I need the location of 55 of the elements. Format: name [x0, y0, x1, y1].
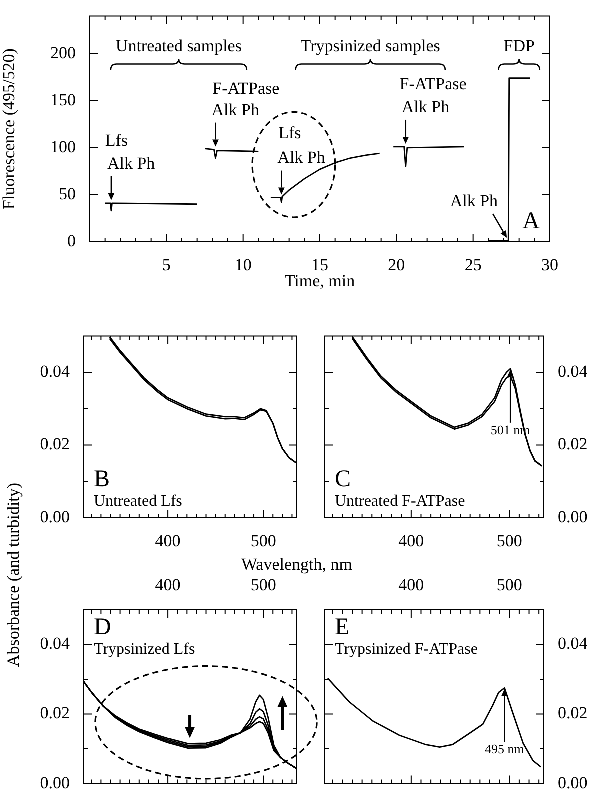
y-tick-label: 0.00 [40, 773, 70, 792]
x-axis-title: Wavelength, nm [242, 555, 352, 574]
y-tick-label: 0.02 [558, 704, 588, 723]
annotation: B [94, 466, 110, 492]
y-tick-label: 0.02 [40, 434, 70, 454]
annotation: Alk Ph [402, 97, 450, 116]
x-tick-label: 20 [388, 256, 406, 275]
y-tick-label: 100 [50, 137, 76, 156]
y-tick-label: 200 [50, 43, 76, 62]
y-axis-title: Absorbance (and turbidity) [4, 482, 24, 668]
x-tick-label: 500 [250, 532, 276, 551]
x-tick-label: 400 [155, 532, 181, 551]
y-axis-title: Fluorescence (495/520) [0, 48, 19, 210]
annotation: Alk Ph [450, 192, 499, 211]
y-tick-label: 0.04 [558, 634, 588, 654]
x-tick-label: 10 [234, 256, 252, 275]
annotation: Lfs [278, 123, 302, 142]
x-tick-label: 400 [398, 532, 424, 551]
x-tick-label: 30 [542, 256, 558, 275]
y-tick-label: 50 [59, 184, 76, 204]
annotation: Untreated F-ATPase [335, 493, 466, 510]
x-tick-label: 400 [398, 575, 424, 594]
annotation: A [522, 208, 541, 234]
annotation: Lfs [105, 130, 128, 150]
annotation: Alk Ph [107, 154, 156, 173]
annotation: Untreated Lfs [94, 493, 182, 510]
annotation: F-ATPase [212, 79, 280, 98]
annotation: D [94, 614, 112, 640]
y-tick-label: 0.02 [558, 434, 588, 454]
x-tick-label: 25 [464, 256, 482, 275]
y-tick-label: 0.02 [40, 704, 70, 723]
y-tick-label: 0.00 [558, 773, 588, 792]
annotation: FDP [504, 36, 535, 56]
y-tick-label: 0 [68, 231, 76, 250]
x-tick-label: 5 [162, 256, 171, 275]
annotation: Trypsinized Lfs [94, 641, 196, 658]
x-tick-label: 500 [496, 575, 522, 594]
y-tick-label: 0.04 [40, 634, 70, 654]
x-tick-label: 400 [155, 575, 181, 594]
annotation: Trypsinized samples [300, 36, 440, 56]
annotation: Alk Ph [278, 148, 326, 168]
y-tick-label: 0.04 [558, 362, 588, 382]
y-tick-label: 0.04 [40, 362, 70, 382]
annotation: Trypsinized F-ATPase [335, 641, 478, 658]
y-tick-label: 150 [50, 90, 76, 110]
annotation: Untreated samples [116, 36, 242, 56]
annotation: F-ATPase [400, 74, 467, 94]
x-tick-label: 500 [496, 532, 522, 551]
annotation: 495 nm [485, 742, 524, 757]
annotation: E [335, 614, 350, 640]
annotation: Alk Ph [212, 100, 260, 120]
y-tick-label: 0.00 [40, 507, 70, 526]
y-tick-label: 0.00 [558, 507, 588, 526]
annotation: C [335, 466, 352, 492]
x-tick-label: 500 [250, 575, 276, 594]
